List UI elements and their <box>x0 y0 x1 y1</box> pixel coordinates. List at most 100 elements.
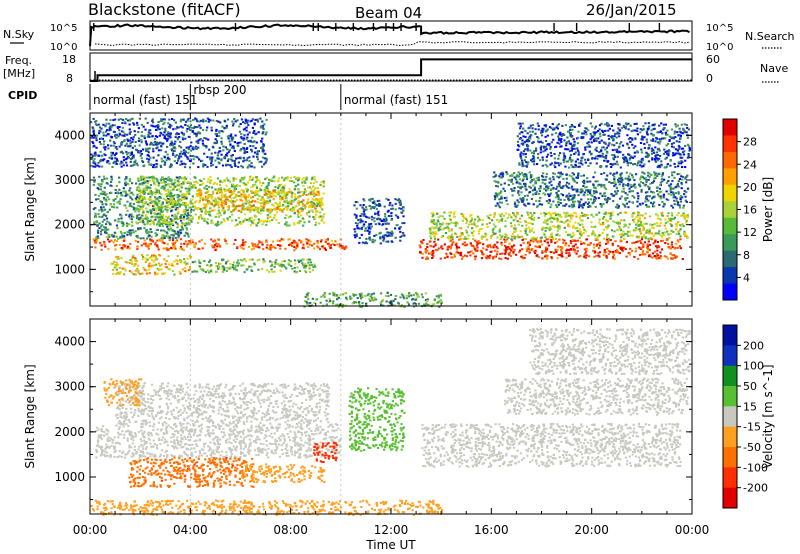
velocity-colorbar-tick: -100 <box>743 461 768 474</box>
power-band <box>92 238 348 252</box>
power-colorbar-swatch <box>723 119 737 136</box>
power-band <box>492 171 690 209</box>
nsearch-tick-bottom: 10^0 <box>706 42 733 53</box>
time-tick-label: 00:00 <box>73 523 108 537</box>
freq-label: Freq. <box>5 54 32 67</box>
velocity-panel: 1000 2000 3000 4000 Slant Range [km] <box>23 318 693 516</box>
velocity-ytick-label: 3000 <box>54 380 85 394</box>
velocity-band <box>241 463 326 484</box>
velocity-colorbar-tick: -50 <box>743 441 761 454</box>
time-tick-label: 20:00 <box>574 523 609 537</box>
velocity-colorbar-tick: 200 <box>743 339 764 352</box>
station-title: Blackstone (fitACF) <box>88 0 241 19</box>
nsky-panel: N.Sky 10^5 10^0 10^5 10^0 N.Search <box>3 20 795 53</box>
nave-tick-top: 60 <box>706 53 720 66</box>
power-ylabel: Slant Range [km] <box>23 157 37 261</box>
nsearch-label: N.Search <box>745 30 795 43</box>
velocity-band <box>348 387 406 452</box>
power-colorbar-swatch <box>723 168 737 186</box>
nsearch-series <box>94 41 690 47</box>
time-tick-label: 08:00 <box>273 523 308 537</box>
power-panel: 1000 2000 3000 4000 Slant Range [km] <box>23 112 693 308</box>
velocity-ytick-label: 2000 <box>54 425 85 439</box>
time-axis-title: Time UT <box>365 538 416 552</box>
power-colorbar-swatch <box>723 184 737 202</box>
velocity-colorbar-swatch <box>723 426 737 448</box>
date-title: 26/Jan/2015 <box>586 1 677 19</box>
power-ytick-label: 4000 <box>54 128 85 142</box>
power-ytick-label: 2000 <box>54 218 85 232</box>
cpid-segment-label: rbsp 200 <box>193 83 246 97</box>
velocity-band <box>90 499 444 516</box>
nsky-tick-bottom: 10^0 <box>50 42 77 53</box>
velocity-ytick-label: 1000 <box>54 470 85 484</box>
velocity-colorbar-tick: -200 <box>743 482 768 495</box>
power-band <box>516 122 692 169</box>
power-ytick-label: 3000 <box>54 173 85 187</box>
power-ytick-label: 1000 <box>54 262 85 276</box>
power-colorbar-tick: 16 <box>743 204 757 217</box>
velocity-colorbar-swatch <box>723 386 737 407</box>
power-colorbar-swatch <box>723 283 737 301</box>
power-colorbar-tick: 24 <box>743 158 757 171</box>
velocity-colorbar-swatch <box>723 345 737 367</box>
power-colorbar-swatch <box>723 267 737 285</box>
power-colorbar-swatch <box>723 250 737 268</box>
cpid-segment-label: normal (fast) 151 <box>93 93 197 107</box>
velocity-colorbar-tick: 15 <box>743 400 757 413</box>
freq-tick-top: 18 <box>62 53 76 66</box>
velocity-colorbar-swatch <box>723 365 737 387</box>
velocity-ytick-label: 4000 <box>54 335 85 349</box>
velocity-colorbar-swatch <box>723 406 737 428</box>
velocity-band <box>529 328 692 376</box>
power-colorbar-tick: 12 <box>743 226 757 239</box>
power-band <box>195 189 323 213</box>
nsky-tick-top: 10^5 <box>50 23 77 34</box>
time-tick-label: 04:00 <box>173 523 208 537</box>
power-colorbar-tick: 8 <box>743 249 750 262</box>
cpid-label: CPID <box>8 89 37 102</box>
time-tick-label: 12:00 <box>374 523 409 537</box>
power-colorbar-tick: 28 <box>743 136 757 149</box>
velocity-colorbar-swatch <box>723 325 737 346</box>
velocity-colorbar-tick: 50 <box>743 380 757 393</box>
nsky-label: N.Sky <box>3 28 35 41</box>
freq-panel: Freq. [MHz] 18 8 60 0 Nave <box>3 52 788 85</box>
velocity-band <box>503 377 689 416</box>
power-colorbar-tick: 4 <box>743 271 750 284</box>
power-band <box>428 211 690 241</box>
velocity-band <box>313 441 338 463</box>
time-tick-label: 00:00 <box>675 523 710 537</box>
velocity-cells <box>90 328 692 516</box>
cpid-segment-label: normal (fast) 151 <box>344 93 448 107</box>
velocity-colorbar-swatch <box>723 487 737 509</box>
time-tick-label: 16:00 <box>474 523 509 537</box>
power-colorbar: 28 24 20 16 12 8 4 Power [dB] <box>722 118 775 301</box>
power-colorbar-swatch <box>723 217 737 235</box>
power-band <box>303 291 443 308</box>
velocity-colorbar: 200 100 50 15 -15 -50 -100 -200 Velocity [m s^-1… <box>722 324 775 509</box>
power-colorbar-swatch <box>723 135 737 153</box>
power-cells <box>90 117 692 308</box>
power-colorbar-tick: 20 <box>743 181 757 194</box>
nave-label: Nave <box>760 62 788 75</box>
power-colorbar-swatch <box>723 234 737 252</box>
power-colorbar-swatch <box>723 151 737 169</box>
power-band <box>353 197 406 245</box>
freq-unit: [MHz] <box>3 67 35 80</box>
power-band <box>110 253 192 276</box>
velocity-band <box>115 382 331 425</box>
velocity-band <box>103 378 143 407</box>
nsearch-tick-top: 10^5 <box>706 23 733 34</box>
freq-tick-bottom: 8 <box>66 72 73 85</box>
velocity-band <box>421 422 682 468</box>
velocity-colorbar-swatch <box>723 447 737 468</box>
nsky-series <box>89 23 690 47</box>
freq-series <box>90 58 692 82</box>
velocity-colorbar-tick: 100 <box>743 360 764 373</box>
beam-title: Beam 04 <box>355 4 422 22</box>
nsky-spikes <box>93 23 661 31</box>
power-band <box>191 258 317 274</box>
